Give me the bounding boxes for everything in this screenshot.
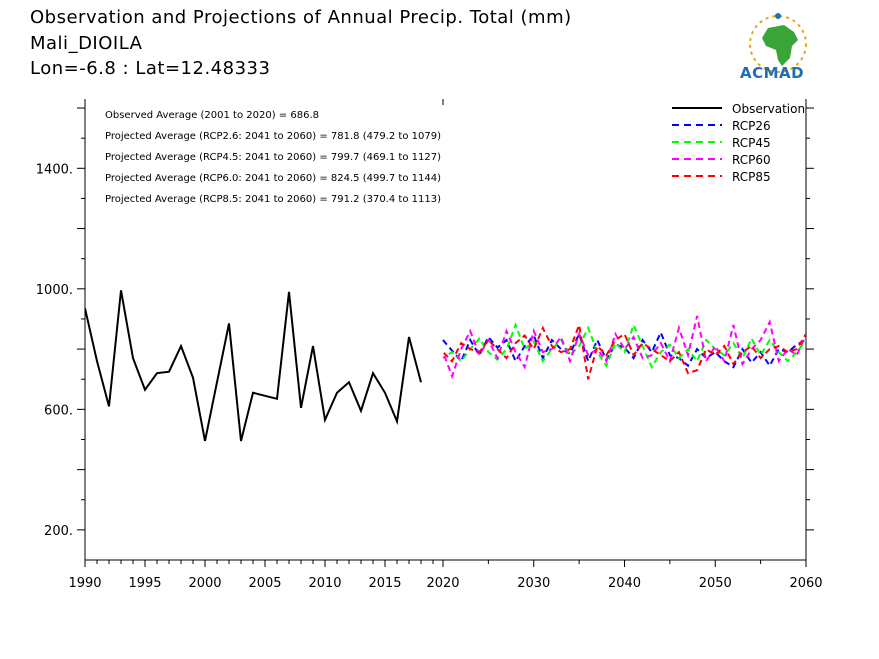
x-tick-label: 2040 <box>608 576 641 591</box>
legend-label: RCP45 <box>732 136 771 150</box>
annotation-text: Projected Average (RCP4.5: 2041 to 2060)… <box>105 152 441 163</box>
annotation-text: Projected Average (RCP6.0: 2041 to 2060)… <box>105 173 441 184</box>
station-name: Mali_DIOILA <box>30 33 143 54</box>
annotation-text: Projected Average (RCP8.5: 2041 to 2060)… <box>105 194 441 205</box>
y-tick-label: 1000. <box>36 283 73 298</box>
x-tick-label: 2060 <box>789 576 822 591</box>
x-tick-label: 2030 <box>517 576 550 591</box>
legend-label: RCP26 <box>732 119 771 133</box>
africa-map-icon <box>749 13 807 73</box>
x-tick-label: 2005 <box>248 576 281 591</box>
coordinates-label: Lon=-6.8 : Lat=12.48333 <box>30 58 271 79</box>
legend-label: RCP60 <box>732 153 771 167</box>
x-tick-label: 2015 <box>368 576 401 591</box>
observation-line <box>85 290 422 442</box>
x-tick-label: 1990 <box>68 576 101 591</box>
annotation-text: Projected Average (RCP2.6: 2041 to 2060)… <box>105 131 441 142</box>
series-rcp45-line <box>442 322 806 370</box>
chart-title: Observation and Projections of Annual Pr… <box>30 7 572 28</box>
legend-label: RCP85 <box>732 170 771 184</box>
x-tick-label: 2020 <box>426 576 459 591</box>
acmad-logo-text: ACMAD <box>740 64 805 82</box>
series-rcp60-line <box>442 315 806 380</box>
series-rcp85-line <box>442 321 806 380</box>
x-tick-label: 2050 <box>699 576 732 591</box>
x-tick-label: 2000 <box>188 576 221 591</box>
x-tick-label: 2010 <box>308 576 341 591</box>
y-tick-label: 1400. <box>36 162 73 177</box>
legend-label: Observation <box>732 102 805 116</box>
annotation-text: Observed Average (2001 to 2020) = 686.8 <box>105 110 319 121</box>
y-tick-label: 200. <box>44 524 73 539</box>
y-tick-label: 600. <box>44 403 73 418</box>
x-tick-label: 1995 <box>128 576 161 591</box>
